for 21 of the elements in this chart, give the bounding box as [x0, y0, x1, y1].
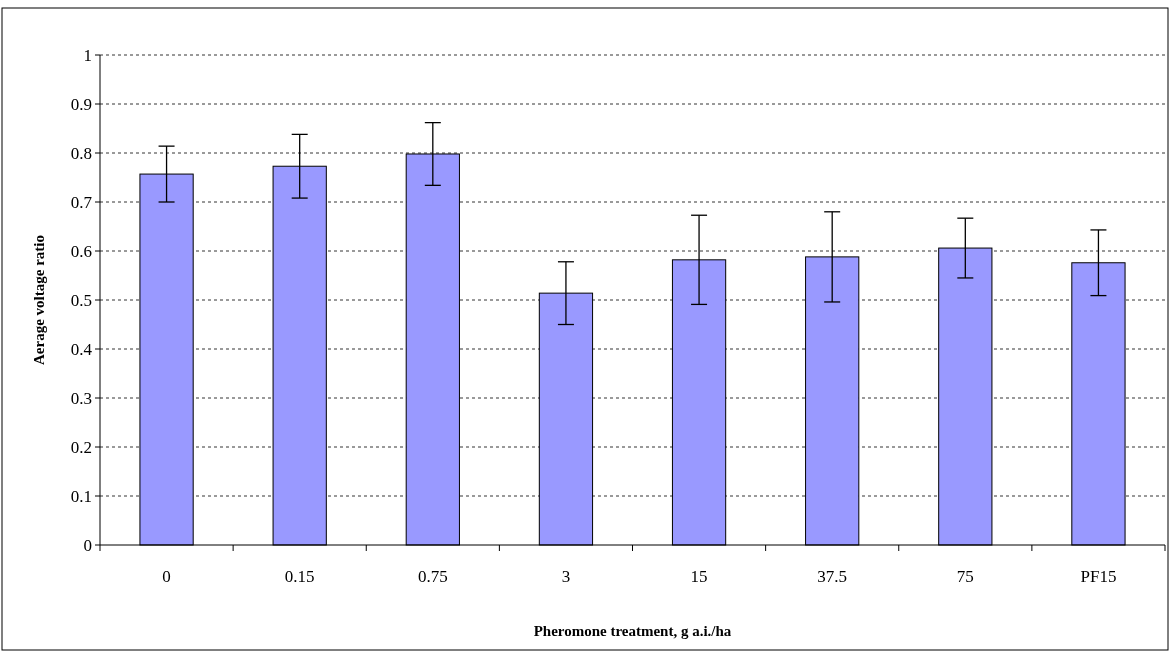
- x-tick-label: PF15: [1080, 567, 1117, 586]
- y-tick-label: 0.4: [70, 339, 93, 359]
- x-tick-label: 0.75: [417, 567, 448, 586]
- x-axis-title: Pheromone treatment, g a.i./ha: [533, 623, 732, 639]
- x-tick-label: 37.5: [817, 567, 848, 586]
- y-tick-label: 0: [83, 535, 92, 555]
- x-tick-label: 0.15: [284, 567, 315, 586]
- y-tick-label: 0.2: [70, 437, 92, 457]
- y-axis-title: Aerage voltage ratio: [31, 235, 47, 365]
- y-tick-label: 0.8: [70, 143, 92, 163]
- y-tick-label: 0.3: [70, 388, 92, 408]
- y-tick-label: 0.9: [70, 94, 92, 114]
- y-tick-label: 0.1: [70, 486, 92, 506]
- y-tick-label: 0.6: [70, 241, 92, 261]
- x-tick-label: 15: [690, 567, 708, 586]
- y-tick-label: 0.7: [70, 192, 93, 212]
- x-tick-label: 75: [956, 567, 974, 586]
- x-tick-label: 0: [162, 567, 171, 586]
- y-tick-label: 0.5: [70, 290, 92, 310]
- x-tick-label: 3: [561, 567, 571, 586]
- y-tick-label: 1: [83, 45, 92, 65]
